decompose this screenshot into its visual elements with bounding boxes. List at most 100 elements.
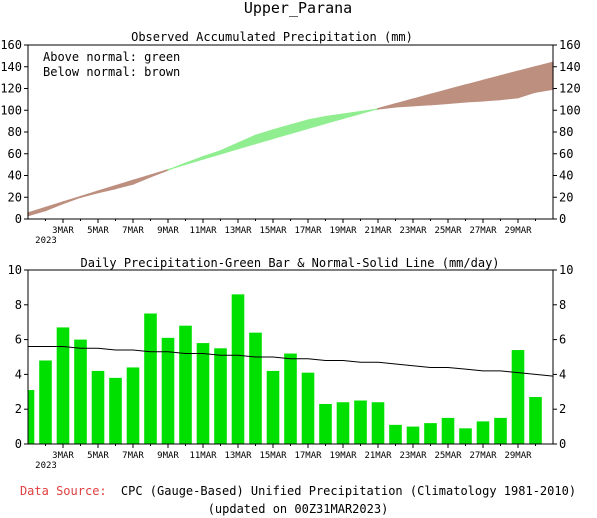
above-normal-band: [342, 110, 362, 120]
data-source-text: CPC (Gauge-Based) Unified Precipitation …: [121, 484, 576, 498]
daily-xtick-label: 13MAR: [224, 451, 252, 461]
daily-bar: [74, 339, 87, 444]
daily-xtick-label: 17MAR: [294, 451, 322, 461]
daily-bar: [441, 417, 455, 444]
daily-bar: [459, 428, 472, 444]
daily-normal-line: [28, 346, 554, 377]
daily-bar: [266, 370, 280, 444]
daily-precipitation-chart: Daily Precipitation-Green Bar & Normal-S…: [8, 256, 574, 471]
accumulated-xtick-label: 17MAR: [294, 226, 322, 236]
below-normal-band: [62, 195, 82, 205]
accumulated-ytick-label-left: 40: [8, 169, 22, 183]
below-normal-band: [447, 84, 467, 105]
daily-xtick-label: 3MAR: [52, 451, 74, 461]
data-source-label: Data Source:: [20, 484, 107, 498]
daily-xtick-label: 19MAR: [329, 451, 357, 461]
accumulated-xtick-label: 9MAR: [157, 226, 179, 236]
accumulated-ytick-label-left: 60: [8, 147, 22, 161]
daily-xtick-label: 7MAR: [122, 451, 144, 461]
region-title: Upper_Parana: [244, 0, 352, 17]
accumulated-xtick-label: 11MAR: [189, 226, 217, 236]
above-normal-band: [219, 142, 239, 155]
accumulated-ytick-label-right: 20: [559, 190, 573, 204]
accumulated-ytick-label-right: 160: [559, 38, 581, 52]
accumulated-ytick-label-left: 80: [8, 125, 22, 139]
below-normal-band: [464, 79, 484, 103]
accumulated-ytick-label-left: 0: [15, 212, 22, 226]
daily-bar: [28, 390, 35, 444]
daily-xtick-label: 9MAR: [157, 451, 179, 461]
daily-bar: [424, 423, 437, 444]
accumulated-ytick-label-right: 120: [559, 82, 581, 96]
daily-bar: [389, 424, 402, 444]
daily-bar: [249, 332, 262, 444]
above-normal-band: [307, 115, 327, 130]
below-normal-band: [44, 201, 64, 212]
accumulated-xtick-label: 25MAR: [434, 226, 462, 236]
legend-below-normal: Below normal: brown: [43, 65, 180, 79]
daily-ytick-label-right: 8: [559, 298, 566, 312]
below-normal-band: [79, 190, 99, 199]
above-normal-band: [359, 107, 379, 115]
accumulated-ytick-label-right: 0: [559, 212, 566, 226]
above-normal-band: [184, 155, 204, 166]
daily-ytick-label-left: 2: [15, 402, 22, 416]
below-normal-band: [97, 184, 117, 194]
accumulated-ytick-label-left: 140: [0, 60, 22, 74]
daily-ytick-label-right: 10: [559, 263, 573, 277]
daily-xtick-label: 23MAR: [399, 451, 427, 461]
daily-bar: [214, 348, 227, 444]
below-normal-band: [377, 103, 397, 110]
accumulated-ytick-label-right: 60: [559, 147, 573, 161]
above-normal-band: [237, 134, 257, 150]
daily-bar: [476, 421, 490, 444]
below-normal-band: [394, 98, 414, 108]
daily-bar: [144, 313, 157, 444]
below-normal-band: [517, 65, 537, 99]
daily-bar: [196, 343, 210, 444]
daily-bar: [39, 360, 52, 444]
daily-ytick-label-right: 6: [559, 333, 566, 347]
daily-xtick-label: 27MAR: [469, 451, 497, 461]
accumulated-ytick-label-left: 100: [0, 103, 22, 117]
accumulated-ytick-label-right: 80: [559, 125, 573, 139]
daily-ytick-label-left: 10: [8, 263, 22, 277]
daily-ytick-label-right: 0: [559, 437, 566, 451]
daily-ytick-label-left: 8: [15, 298, 22, 312]
daily-bar: [406, 426, 420, 444]
accumulated-year-label: 2023: [35, 236, 57, 246]
below-normal-band: [132, 174, 152, 185]
daily-year-label: 2023: [35, 461, 57, 471]
daily-ytick-label-right: 4: [559, 367, 566, 381]
daily-bar: [494, 417, 507, 444]
daily-ytick-label-left: 4: [15, 367, 22, 381]
above-normal-band: [289, 119, 309, 135]
accumulated-ytick-label-right: 100: [559, 103, 581, 117]
accumulated-xtick-label: 21MAR: [364, 226, 392, 236]
daily-plot-area: 0 0 2 2 4 4 6 6 8 8 10 10 3MAR 5MAR 7MAR 9MAR 11MAR 13MAR…: [8, 263, 574, 461]
daily-xtick-label: 15MAR: [259, 451, 287, 461]
accumulated-precipitation-chart: Observed Accumulated Precipitation (mm) …: [0, 30, 580, 246]
daily-ytick-label-left: 6: [15, 333, 22, 347]
accumulated-xtick-label: 19MAR: [329, 226, 357, 236]
above-normal-band: [167, 162, 187, 171]
legend-above-normal: Above normal: green: [43, 50, 180, 64]
updated-timestamp: (updated on 00Z31MAR2023): [208, 502, 389, 516]
above-normal-band: [254, 129, 274, 145]
daily-bar: [354, 400, 367, 444]
daily-bar: [319, 403, 332, 444]
daily-bar: [91, 370, 105, 444]
daily-bar: [109, 377, 122, 444]
daily-bar: [231, 294, 245, 444]
daily-bar: [161, 337, 175, 444]
daily-ytick-label-right: 2: [559, 402, 566, 416]
above-normal-band: [272, 124, 292, 140]
accumulated-xtick-label: 27MAR: [469, 226, 497, 236]
accumulated-xtick-label: 5MAR: [87, 226, 109, 236]
daily-xtick-label: 5MAR: [87, 451, 109, 461]
daily-bar: [284, 353, 297, 444]
daily-bar: [336, 402, 350, 444]
below-normal-band: [114, 179, 134, 190]
daily-xtick-label: 11MAR: [189, 451, 217, 461]
daily-bar: [371, 402, 385, 444]
